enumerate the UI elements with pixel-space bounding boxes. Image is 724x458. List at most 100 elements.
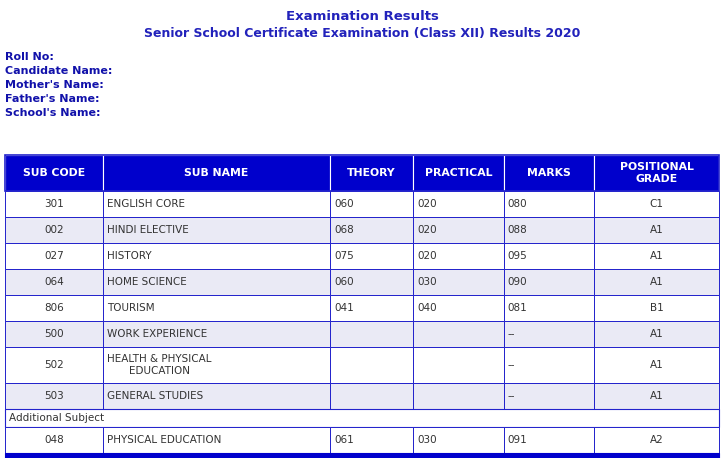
Text: ENGLISH CORE: ENGLISH CORE [107, 199, 185, 209]
Text: Additional Subject: Additional Subject [9, 413, 104, 423]
Text: HISTORY: HISTORY [107, 251, 152, 261]
Bar [504, 191, 594, 217]
Bar [104, 191, 330, 217]
Bar [504, 321, 594, 347]
Bar [594, 383, 719, 409]
Text: 500: 500 [44, 329, 64, 339]
Text: 060: 060 [334, 199, 353, 209]
Bar [330, 347, 413, 383]
Text: Examination Results: Examination Results [285, 10, 439, 23]
Text: MARKS: MARKS [527, 168, 571, 178]
Text: --: -- [508, 360, 515, 370]
Text: --: -- [508, 329, 515, 339]
Text: 301: 301 [44, 199, 64, 209]
Bar [504, 269, 594, 295]
Bar [413, 191, 504, 217]
Text: B1: B1 [650, 303, 663, 313]
Bar [5, 453, 719, 458]
Text: GENERAL STUDIES: GENERAL STUDIES [107, 391, 203, 401]
Text: 027: 027 [44, 251, 64, 261]
Bar [594, 155, 719, 191]
Bar [5, 191, 104, 217]
Bar [330, 191, 413, 217]
Bar [330, 383, 413, 409]
Text: 075: 075 [334, 251, 353, 261]
Text: A1: A1 [650, 329, 663, 339]
Text: HOME SCIENCE: HOME SCIENCE [107, 277, 187, 287]
Text: Father's Name:: Father's Name: [5, 94, 99, 104]
Bar [5, 295, 104, 321]
Text: A2: A2 [650, 435, 663, 445]
Bar [504, 427, 594, 453]
Text: 030: 030 [417, 277, 437, 287]
Bar [5, 409, 719, 427]
Bar [330, 155, 413, 191]
Bar [5, 269, 104, 295]
Text: SUB NAME: SUB NAME [185, 168, 248, 178]
Bar [330, 427, 413, 453]
Text: 040: 040 [417, 303, 437, 313]
Text: 061: 061 [334, 435, 353, 445]
Text: HEALTH & PHYSICAL
EDUCATION: HEALTH & PHYSICAL EDUCATION [107, 354, 211, 376]
Bar [413, 217, 504, 243]
Text: 080: 080 [508, 199, 527, 209]
Bar [594, 243, 719, 269]
Bar [104, 321, 330, 347]
Text: WORK EXPERIENCE: WORK EXPERIENCE [107, 329, 208, 339]
Text: 064: 064 [44, 277, 64, 287]
Bar [594, 427, 719, 453]
Text: 020: 020 [417, 251, 437, 261]
Bar [104, 347, 330, 383]
Text: 002: 002 [44, 225, 64, 235]
Bar [504, 217, 594, 243]
Text: A1: A1 [650, 391, 663, 401]
Bar [104, 243, 330, 269]
Text: HINDI ELECTIVE: HINDI ELECTIVE [107, 225, 189, 235]
Bar [413, 243, 504, 269]
Bar [594, 269, 719, 295]
Bar [413, 383, 504, 409]
Text: 090: 090 [508, 277, 527, 287]
Text: THEORY: THEORY [347, 168, 396, 178]
Text: Mother's Name:: Mother's Name: [5, 80, 104, 90]
Text: 081: 081 [508, 303, 527, 313]
Text: A1: A1 [650, 277, 663, 287]
Text: SUB CODE: SUB CODE [23, 168, 85, 178]
Text: 020: 020 [417, 225, 437, 235]
Text: 020: 020 [417, 199, 437, 209]
Bar [5, 243, 104, 269]
Bar [330, 295, 413, 321]
Bar [413, 321, 504, 347]
Bar [330, 217, 413, 243]
Bar [5, 155, 104, 191]
Bar [413, 155, 504, 191]
Bar [104, 383, 330, 409]
Bar [104, 217, 330, 243]
Bar [5, 217, 104, 243]
Text: School's Name:: School's Name: [5, 108, 101, 118]
Bar [104, 155, 330, 191]
Bar [594, 321, 719, 347]
Bar [104, 295, 330, 321]
Text: PRACTICAL: PRACTICAL [424, 168, 492, 178]
Text: 088: 088 [508, 225, 527, 235]
Text: POSITIONAL
GRADE: POSITIONAL GRADE [620, 162, 694, 184]
Bar [504, 295, 594, 321]
Text: 095: 095 [508, 251, 527, 261]
Text: 806: 806 [44, 303, 64, 313]
Bar [5, 427, 104, 453]
Text: A1: A1 [650, 251, 663, 261]
Bar [330, 269, 413, 295]
Text: TOURISM: TOURISM [107, 303, 155, 313]
Bar [5, 347, 104, 383]
Bar [413, 347, 504, 383]
Bar [594, 191, 719, 217]
Text: 048: 048 [44, 435, 64, 445]
Bar [594, 347, 719, 383]
Bar [413, 427, 504, 453]
Text: 502: 502 [44, 360, 64, 370]
Text: 503: 503 [44, 391, 64, 401]
Text: 068: 068 [334, 225, 353, 235]
Bar [594, 295, 719, 321]
Text: Roll No:: Roll No: [5, 52, 54, 62]
